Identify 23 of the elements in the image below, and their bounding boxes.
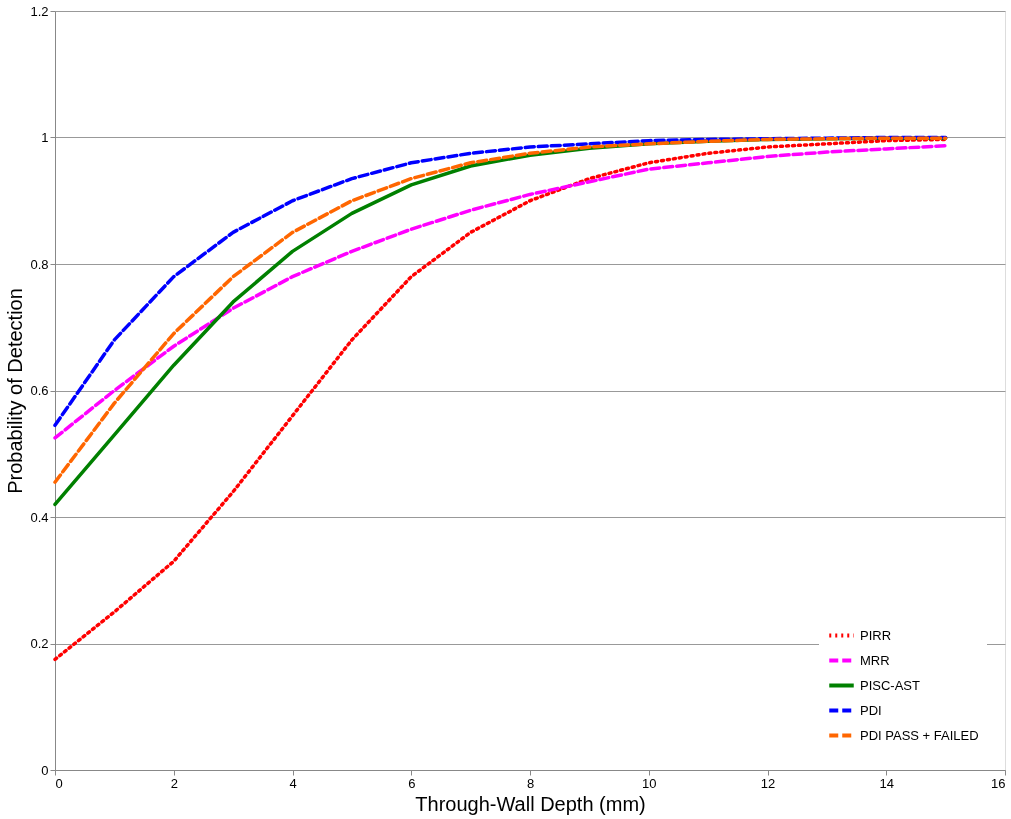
x-tick-label: 6	[408, 775, 416, 791]
legend-label: PDI	[860, 702, 882, 718]
legend-label: PIRR	[860, 627, 892, 643]
x-tick-label: 4	[289, 775, 297, 791]
y-tick-label: 0.8	[30, 256, 49, 272]
x-tick-label: 8	[526, 775, 535, 791]
y-tick-label: 0.2	[30, 636, 49, 651]
y-tick-label: 1.2	[30, 3, 49, 19]
legend-label: MRR	[860, 652, 890, 668]
x-tick-label: 12	[760, 775, 776, 791]
x-axis-title: Through-Wall Depth (mm)	[415, 792, 646, 815]
y-tick-label: 0	[41, 762, 49, 778]
x-tick-label: 2	[170, 775, 178, 791]
legend-label: PISC-AST	[860, 677, 921, 693]
x-tick-label: 16	[991, 775, 1006, 791]
x-tick-label: 0	[55, 775, 63, 791]
y-axis-title: Probability of Detection	[4, 288, 27, 494]
y-tick-label: 0.6	[30, 383, 49, 398]
x-tick-label: 10	[642, 775, 657, 791]
legend-label: PDI PASS + FAILED	[860, 727, 979, 743]
y-tick-label: 0.4	[30, 509, 49, 525]
x-tick-label: 14	[879, 775, 894, 791]
y-tick-label: 1	[41, 130, 49, 145]
